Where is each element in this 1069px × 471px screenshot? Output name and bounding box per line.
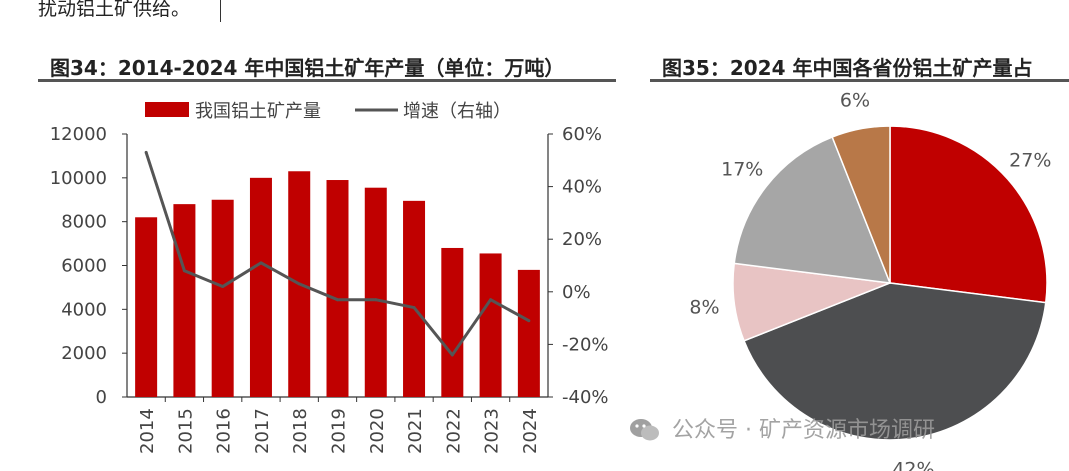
x-tick-label: 2014: [137, 408, 158, 454]
growth-point: [221, 285, 225, 289]
pie-slice: [733, 136, 892, 284]
left-tick-label: 2000: [61, 343, 107, 364]
x-tick-label: 2018: [290, 408, 311, 454]
chart34-title: 图34：2014-2024 年中国铝土矿年产量（单位：万吨）: [50, 56, 565, 80]
legend-bar-label: 我国铝土矿产量: [195, 101, 321, 122]
pie-slice: [743, 282, 1047, 441]
wechat-icon: [630, 419, 659, 441]
bar: [479, 253, 502, 397]
pie-label: 6%: [840, 89, 870, 111]
bar: [211, 199, 234, 397]
x-tick-label: 2022: [443, 408, 464, 454]
left-tick-label: 6000: [61, 256, 107, 277]
legend-bar-swatch: [145, 102, 189, 117]
right-tick-label: 0%: [562, 282, 591, 303]
legend-line-label: 增速（右轴）: [403, 101, 511, 122]
bar: [326, 180, 349, 397]
growth-point: [527, 319, 531, 323]
growth-point: [144, 150, 148, 154]
x-tick-label: 2016: [214, 408, 235, 454]
watermark-text: 公众号 · 矿产资源市场调研: [672, 418, 935, 443]
text-cursor: [220, 0, 221, 22]
x-tick-label: 2019: [329, 408, 350, 454]
bar: [135, 217, 158, 397]
growth-point: [182, 269, 186, 273]
bar: [364, 187, 387, 397]
left-tick-label: 8000: [61, 212, 107, 233]
pie-label: 27%: [1009, 149, 1051, 171]
chart35-title-rule: [650, 79, 1069, 82]
pie-label: 42%: [892, 459, 934, 471]
left-tick-label: 4000: [61, 299, 107, 320]
bar: [403, 200, 426, 397]
x-tick-label: 2024: [520, 408, 541, 454]
growth-point: [259, 261, 263, 265]
x-tick-label: 2017: [252, 408, 273, 454]
pie-label: 17%: [721, 158, 763, 180]
chart34-title-rule: [38, 79, 616, 82]
intro-text: 扰动铝土矿供给。: [38, 0, 191, 20]
x-tick-label: 2015: [175, 408, 196, 454]
x-tick-label: 2021: [405, 408, 426, 454]
growth-point: [336, 298, 339, 302]
growth-point: [374, 298, 378, 302]
x-tick-label: 2023: [482, 408, 503, 454]
pie-slice: [889, 125, 1048, 304]
right-tick-label: 60%: [562, 124, 602, 145]
chart35-title: 图35：2024 年中国各省份铝土矿产量占: [662, 56, 1033, 80]
pie-label: 8%: [689, 296, 719, 318]
right-tick-label: -20%: [562, 334, 609, 355]
bar: [441, 247, 464, 397]
right-tick-label: -40%: [562, 387, 609, 408]
x-tick-label: 2020: [367, 408, 388, 454]
growth-point: [412, 306, 416, 310]
bar: [249, 177, 272, 397]
bar: [517, 269, 540, 397]
growth-point: [450, 353, 454, 357]
right-tick-label: 40%: [562, 177, 602, 198]
growth-point: [297, 282, 301, 286]
left-tick-label: 10000: [50, 168, 107, 189]
pie-slice: [831, 125, 891, 284]
left-tick-label: 12000: [50, 124, 107, 145]
growth-point: [489, 298, 493, 302]
left-tick-label: 0: [96, 387, 107, 408]
bar-line-chart: 0 2000 4000 6000 8000 10000 12000 -40% -20% 0% 20%…: [50, 101, 609, 454]
right-tick-label: 20%: [562, 229, 602, 250]
